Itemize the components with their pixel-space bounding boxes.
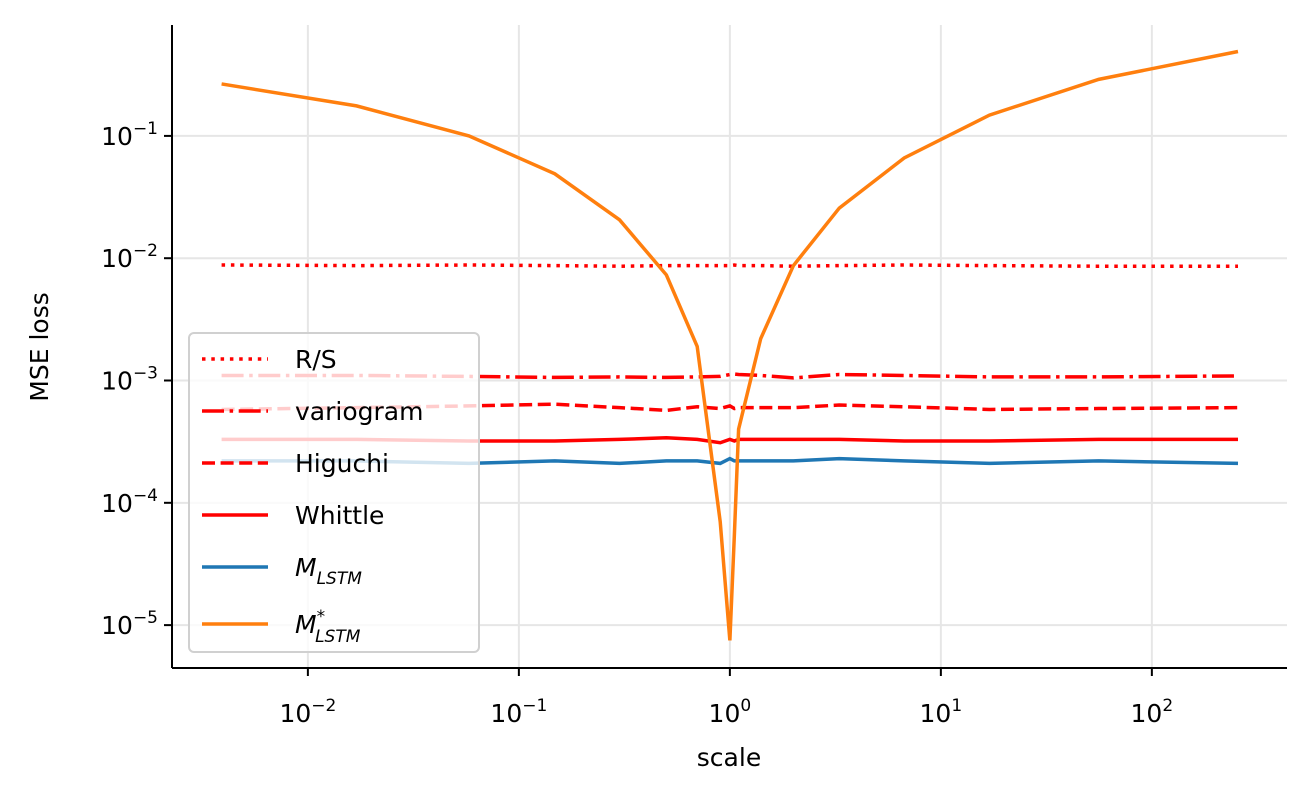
y-axis-label: MSE loss — [25, 292, 54, 401]
x-tick-label: 101 — [920, 696, 963, 728]
series-line — [221, 436, 1238, 445]
series-line — [221, 372, 1239, 380]
x-tick-label: 10−1 — [490, 696, 547, 728]
legend-label: variogram — [295, 397, 423, 426]
x-axis-label: scale — [697, 743, 761, 772]
series-line — [221, 402, 1239, 413]
y-tick-label: 10−5 — [101, 608, 158, 640]
x-tick-label: 100 — [709, 696, 752, 728]
y-tick-label: 10−3 — [101, 364, 158, 396]
series-line — [221, 49, 1239, 641]
y-tick-label: 10−2 — [101, 241, 158, 273]
y-tick-label: 10−4 — [101, 486, 158, 518]
legend: R/S variogram Higuchi Whittle MLSTM M* LSTM — [188, 332, 480, 653]
legend-label: MLSTM — [295, 553, 362, 589]
series-line — [221, 263, 1238, 268]
x-tick-label: 10−2 — [279, 696, 336, 728]
legend-label: R/S — [295, 345, 337, 374]
y-tick-label: 10−1 — [101, 119, 158, 151]
legend-label: Higuchi — [295, 449, 389, 478]
legend-label: M* LSTM — [295, 607, 361, 647]
legend-label: Whittle — [295, 501, 384, 530]
series-line — [221, 456, 1239, 466]
x-tick-label: 102 — [1131, 696, 1174, 728]
legend-box — [188, 332, 480, 653]
